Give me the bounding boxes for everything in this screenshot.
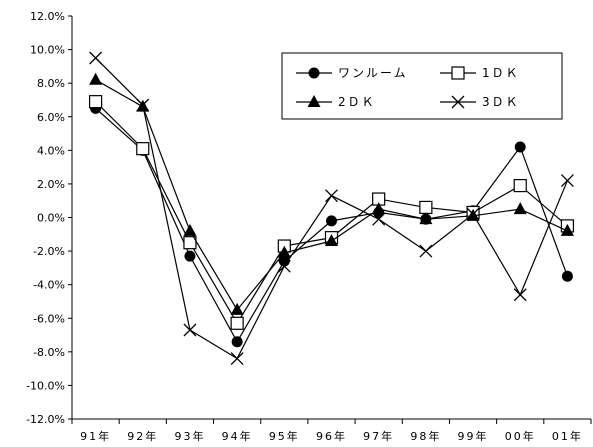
data-point-square — [513, 178, 527, 193]
x-axis: 91年 92年 93年 94年 95年 96年 97年 98年 99年 00年 01年 — [71, 418, 592, 443]
data-point-x — [372, 212, 386, 226]
data-point-circle — [231, 336, 243, 348]
data-point-triangle — [419, 212, 433, 225]
data-point-square — [230, 316, 244, 330]
x-tick-label: 95年 — [269, 429, 300, 443]
data-point-circle — [561, 270, 573, 282]
data-point-triangle — [307, 95, 321, 107]
x-tick-label: 94年 — [222, 429, 253, 443]
y-axis: -12.0% -10.0% -8.0% -6.0% -4.0% -2.0% 0.0% 2.0%… — [26, 10, 73, 426]
legend-item: 1ＤＫ — [440, 66, 520, 80]
data-point-triangle — [277, 245, 291, 258]
data-point-x — [136, 98, 150, 112]
data-point-triangle — [230, 302, 244, 315]
data-point-x — [560, 174, 574, 188]
legend-box — [281, 52, 563, 120]
y-tick-label: -12.0% — [26, 413, 65, 426]
data-point-triangle — [560, 223, 574, 236]
data-point-x — [325, 189, 338, 203]
data-point-square — [419, 200, 433, 215]
legend-label: ワンルーム — [338, 66, 408, 80]
y-tick-label: 10.0% — [30, 44, 65, 57]
legend: ワンルーム 1ＤＫ 2ＤＫ 3ＤＫ — [281, 52, 563, 120]
data-point-x — [466, 207, 480, 221]
legend-label: 2ＤＫ — [338, 95, 376, 109]
x-tick-label: 91年 — [80, 429, 111, 443]
y-tick-label: -4.0% — [33, 279, 65, 292]
data-point-circle — [184, 250, 196, 262]
legend-item: 3ＤＫ — [440, 95, 520, 109]
data-point-x — [89, 51, 103, 65]
y-tick-label: 2.0% — [37, 178, 65, 191]
x-tick-label: 96年 — [316, 429, 347, 443]
data-point-x — [451, 95, 465, 109]
legend-item: ワンルーム — [296, 66, 408, 80]
data-point-square — [451, 66, 465, 80]
plot-series — [88, 51, 575, 366]
y-tick-label: 8.0% — [37, 77, 65, 90]
data-point-circle — [308, 67, 320, 79]
x-tick-label: 97年 — [363, 429, 394, 443]
data-point-square — [136, 142, 150, 156]
y-tick-label: 4.0% — [37, 144, 65, 157]
x-tick-label: 99年 — [458, 429, 489, 443]
data-point-x — [183, 323, 197, 337]
y-tick-label: 6.0% — [37, 111, 65, 124]
data-point-triangle — [325, 234, 338, 247]
data-point-triangle — [183, 223, 197, 236]
data-point-x — [230, 352, 244, 366]
series-3 — [89, 51, 574, 366]
series-0 — [90, 102, 573, 348]
y-tick-label: -8.0% — [33, 346, 65, 359]
y-tick-label: -10.0% — [26, 379, 65, 392]
data-point-circle — [514, 141, 526, 153]
y-tick-label: 0.0% — [37, 212, 65, 225]
y-tick-label: -6.0% — [33, 312, 65, 325]
data-point-square — [183, 236, 197, 250]
legend-item: 2ＤＫ — [296, 95, 376, 109]
data-point-circle — [326, 215, 337, 227]
data-point-square — [88, 95, 103, 109]
data-point-triangle — [513, 202, 527, 215]
x-tick-label: 92年 — [127, 429, 158, 443]
x-tick-label: 01年 — [552, 429, 583, 443]
legend-label: 3ＤＫ — [482, 95, 520, 109]
x-tick-label: 00年 — [505, 429, 536, 443]
data-point-x — [277, 259, 291, 273]
x-tick-label: 93年 — [174, 429, 205, 443]
data-point-triangle — [89, 72, 103, 85]
data-point-triangle — [372, 202, 386, 215]
data-point-x — [419, 244, 433, 258]
y-tick-label: 12.0% — [30, 10, 65, 23]
legend-label: 1ＤＫ — [482, 66, 520, 80]
y-tick-label: -2.0% — [33, 245, 65, 258]
data-point-x — [513, 288, 527, 302]
series-2 — [89, 72, 574, 315]
x-tick-label: 98年 — [410, 429, 441, 443]
